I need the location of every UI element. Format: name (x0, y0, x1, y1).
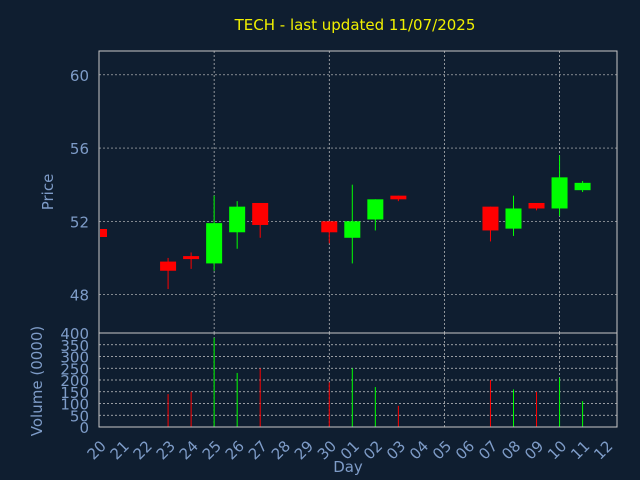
candle-body (160, 261, 177, 271)
candle-body (183, 256, 200, 260)
candle-body (206, 223, 223, 264)
candle-body (367, 199, 384, 220)
price-axis-label: Price (39, 174, 57, 211)
candle-body (390, 195, 407, 200)
candle-body (482, 206, 499, 231)
price-panel-frame (98, 50, 618, 334)
chart-title: TECH - last updated 11/07/2025 (234, 16, 476, 34)
candle-body (505, 208, 522, 229)
volume-tick-label: 50 (70, 407, 89, 425)
volume-tick-label: 150 (60, 384, 89, 402)
volume-tick-label: 0 (79, 419, 89, 437)
price-tick-label: 56 (70, 140, 89, 158)
candle-body (574, 182, 591, 191)
x-tick-label: 12 (590, 437, 616, 463)
volume-axis-label: Volume (0000) (28, 326, 46, 436)
volume-tick-label: 400 (60, 325, 89, 343)
volume-tick-label: 250 (60, 360, 89, 378)
volume-tick-label: 100 (60, 396, 89, 414)
volume-tick-label: 300 (60, 349, 89, 367)
volume-panel-frame (98, 332, 618, 428)
candle-body (252, 202, 269, 225)
candle-body (344, 221, 361, 238)
x-axis-label: Day (333, 458, 363, 476)
candle-body (551, 177, 568, 209)
price-tick-label: 48 (70, 287, 89, 305)
volume-bars (167, 337, 584, 427)
volume-tick-label: 350 (60, 337, 89, 355)
price-tick-label: 60 (70, 67, 89, 85)
candle-body (528, 202, 545, 209)
candle-body (100, 229, 107, 237)
candle-body (229, 206, 246, 233)
price-tick-label: 52 (70, 213, 89, 231)
candle-body (321, 221, 338, 233)
grid (99, 51, 617, 427)
candles (100, 155, 591, 290)
volume-tick-label: 200 (60, 372, 89, 390)
